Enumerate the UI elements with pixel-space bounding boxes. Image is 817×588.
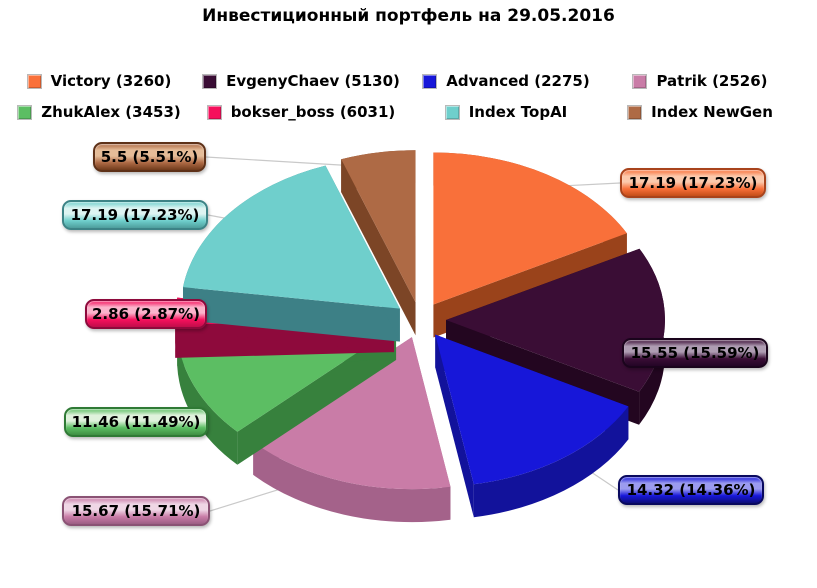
slice-rim [253, 441, 451, 523]
slice-top-face [433, 152, 627, 305]
legend-label: bokser_boss (6031) [230, 103, 396, 121]
slice-top-face [183, 165, 400, 309]
legend-label: Index NewGen [651, 103, 773, 121]
legend-label: Victory (3260) [50, 72, 172, 90]
pie-slice-index-topai[interactable] [183, 165, 400, 342]
slice-top-face [435, 334, 629, 485]
legend-item-zhukalex-3453[interactable]: ZhukAlex (3453) [17, 103, 181, 121]
legend-item-bokser-boss-6031[interactable]: bokser_boss (6031) [206, 103, 396, 121]
legend-swatch [422, 73, 438, 89]
legend-swatch [444, 104, 460, 120]
legend-swatch [206, 104, 222, 120]
slice-cut-face [237, 327, 397, 465]
legend-swatch [202, 73, 218, 89]
slice-top-face [253, 337, 451, 490]
slice-cut-face [341, 159, 416, 336]
slice-value-label-bokser-boss-6031: 2.86 (2.87%) [85, 299, 207, 329]
legend-label: Advanced (2275) [446, 72, 590, 90]
slice-cut-face [435, 334, 474, 518]
legend-item-advanced-2275[interactable]: Advanced (2275) [422, 72, 590, 90]
legend-item-victory-3260[interactable]: Victory (3260) [26, 72, 172, 90]
legend-label: Patrik (2526) [656, 72, 768, 90]
slice-top-face [446, 248, 666, 392]
slice-top-face [341, 150, 416, 303]
legend-swatch [26, 73, 42, 89]
slice-value-label-index-newgen: 5.5 (5.51%) [93, 142, 206, 172]
slice-value-label-index-topai: 17.19 (17.23%) [62, 200, 208, 230]
legend-label: Index TopAI [468, 103, 568, 121]
slice-rim [473, 406, 629, 518]
slice-value-label-patrik-2526: 15.67 (15.71%) [62, 496, 210, 526]
chart-title: Инвестиционный портфель на 29.05.2016 [202, 6, 615, 26]
legend-item-index-topai[interactable]: Index TopAI [444, 103, 568, 121]
slice-value-label-evgenychaev-5130: 15.55 (15.59%) [622, 338, 768, 368]
legend-swatch [632, 73, 648, 89]
slice-rim [177, 332, 238, 465]
pie-slice-advanced-2275[interactable] [435, 334, 629, 518]
legend-item-evgenychaev-5130[interactable]: EvgenyChaev (5130) [202, 72, 400, 90]
legend: Victory (3260) EvgenyChaev (5130) Advanced… [8, 72, 808, 121]
legend-item-index-newgen[interactable]: Index NewGen [627, 103, 773, 121]
pie-slice-index-newgen[interactable] [341, 150, 416, 336]
slice-value-label-zhukalex-3453: 11.46 (11.49%) [64, 407, 208, 437]
slice-value-label-advanced-2275: 14.32 (14.36%) [618, 475, 764, 505]
legend-label: ZhukAlex (3453) [41, 103, 181, 121]
legend-item-patrik-2526[interactable]: Patrik (2526) [632, 72, 768, 90]
legend-swatch [17, 104, 33, 120]
legend-swatch [627, 104, 643, 120]
slice-cut-face [183, 287, 400, 342]
legend-label: EvgenyChaev (5130) [226, 72, 400, 90]
slice-value-label-victory-3260: 17.19 (17.23%) [620, 168, 766, 198]
